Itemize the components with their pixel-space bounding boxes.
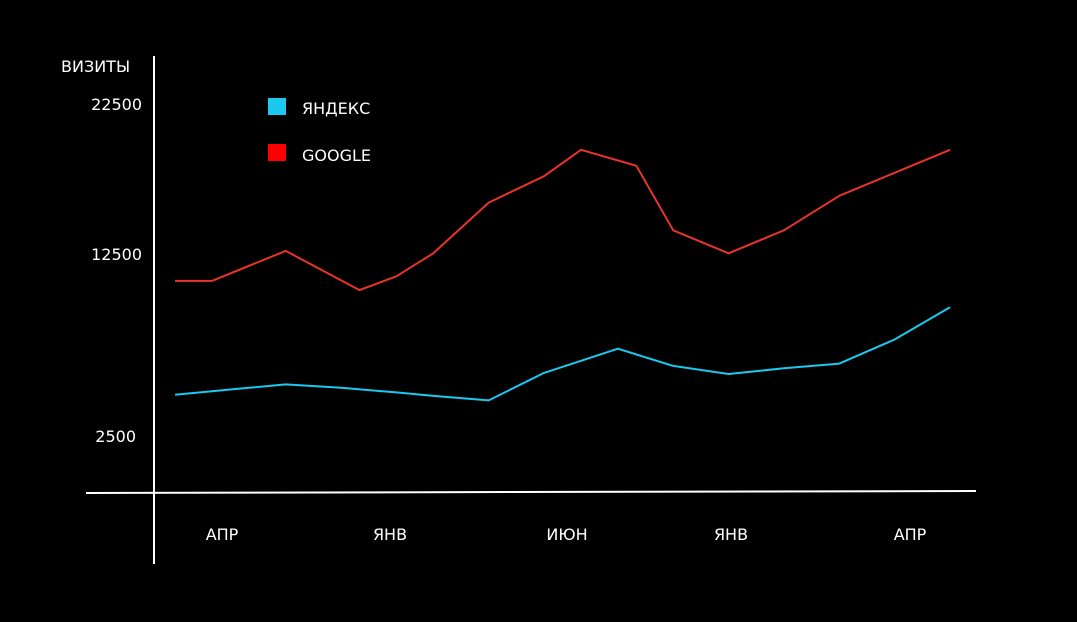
series-line-google xyxy=(175,148,951,292)
x-tick-label: ЯНВ xyxy=(714,525,748,544)
x-tick-label: ЯНВ xyxy=(373,525,407,544)
legend-label-yandex: ЯНДЕКС xyxy=(302,99,370,118)
legend-label-google: GOOGLE xyxy=(302,146,371,165)
legend-swatch-yandex xyxy=(268,98,286,115)
y-tick-label: 2500 xyxy=(95,427,136,446)
y-tick-label: 22500 xyxy=(91,95,142,114)
x-axis xyxy=(85,490,977,494)
x-tick-label: ИЮН xyxy=(546,525,587,544)
legend: ЯНДЕКС GOOGLE xyxy=(268,98,371,165)
x-tick-label: АПР xyxy=(894,525,927,544)
y-axis-title: ВИЗИТЫ xyxy=(61,57,130,76)
series-line-yandex xyxy=(174,306,951,402)
x-tick-label: АПР xyxy=(206,525,239,544)
legend-swatch-google xyxy=(268,144,286,161)
y-tick-label: 12500 xyxy=(91,245,142,264)
